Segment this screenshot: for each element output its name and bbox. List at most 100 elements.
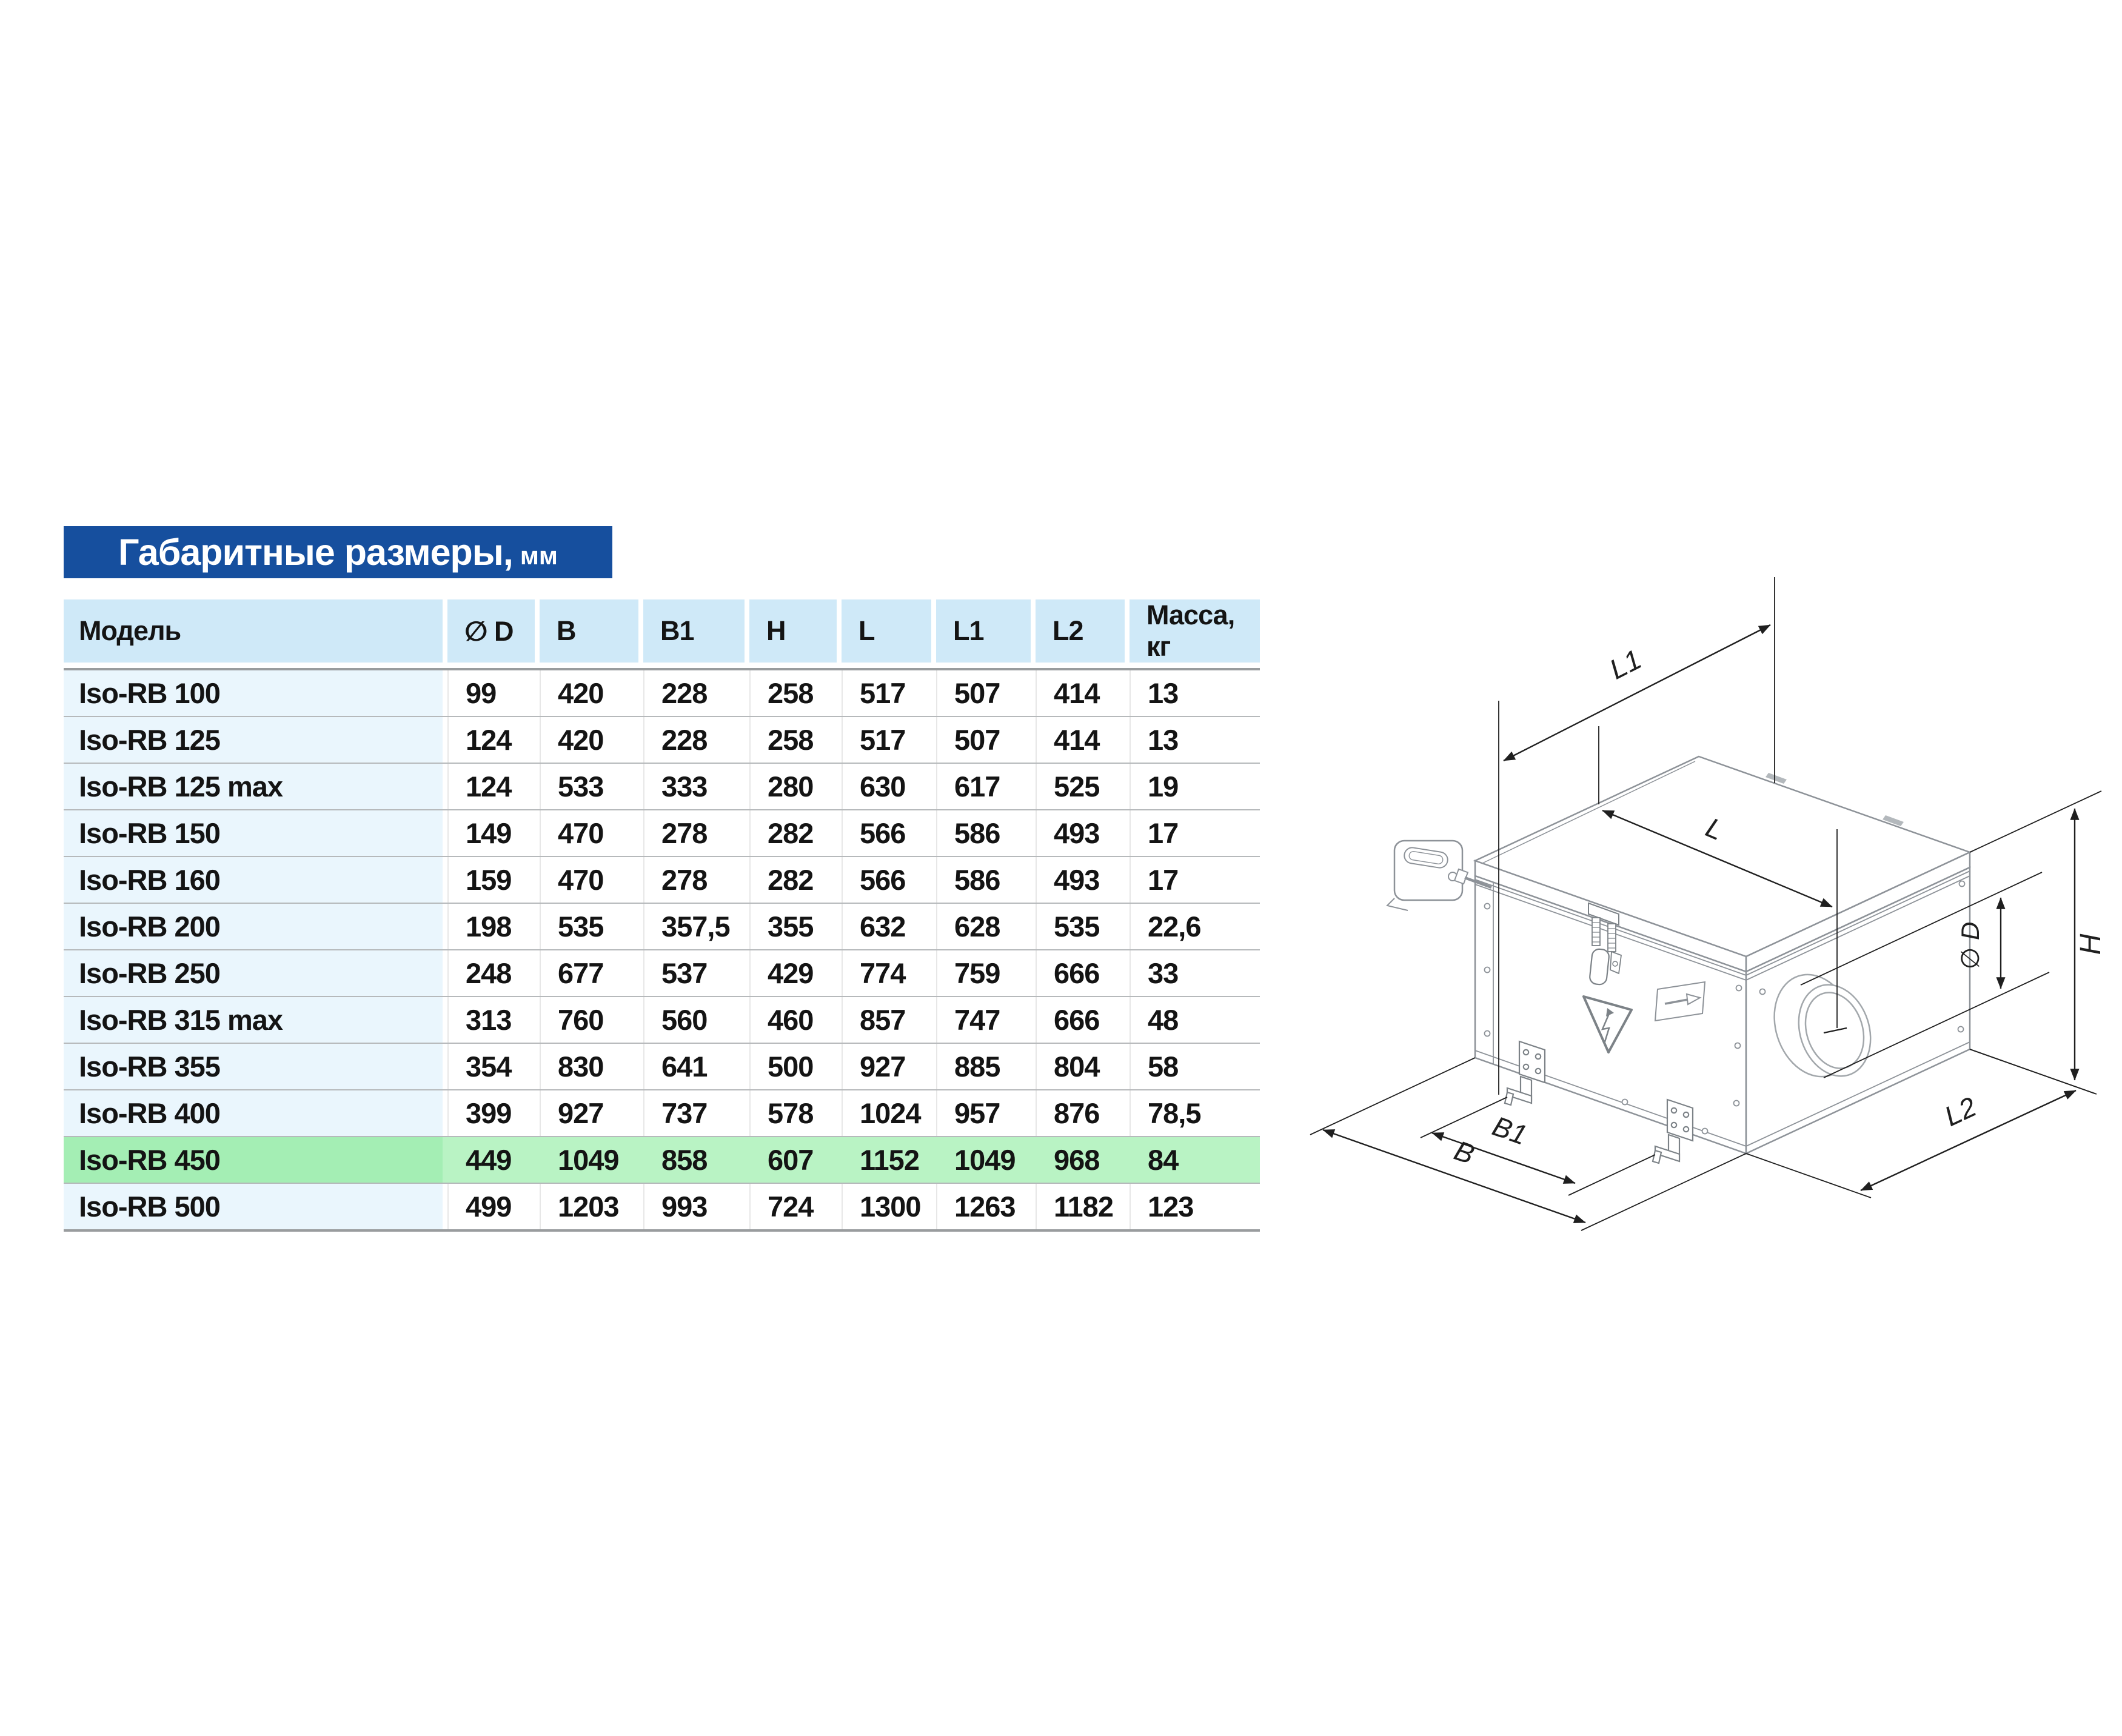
dim-label-h: H — [2075, 933, 2107, 955]
value-cell: 124 — [447, 764, 535, 809]
value-cell: 13 — [1130, 670, 1260, 716]
value-cell: 507 — [936, 717, 1031, 763]
value-cell: 724 — [749, 1184, 837, 1229]
value-cell: 357,5 — [643, 904, 745, 949]
dimension-lines — [1310, 577, 2102, 1231]
value-cell: 278 — [643, 857, 745, 903]
table-body: Iso-RB 100 99 420 228 258 517 507 414 13 Iso-RB 1… — [64, 668, 1260, 1232]
value-cell: 857 — [842, 997, 931, 1043]
mounting-bracket — [1652, 1098, 1694, 1164]
table-row: Iso-RB 160 159 470 278 282 566 586 493 17 — [64, 857, 1260, 904]
value-cell: 747 — [936, 997, 1031, 1043]
value-cell: 507 — [936, 670, 1031, 716]
table-row: Iso-RB 500 499 1203 993 724 1300 1263 1182 123 — [64, 1184, 1260, 1229]
value-cell: 628 — [936, 904, 1031, 949]
airflow-arrow-plate — [1654, 981, 1706, 1022]
model-cell: Iso-RB 450 — [64, 1137, 443, 1183]
value-cell: 470 — [540, 810, 638, 856]
value-cell: 927 — [540, 1090, 638, 1136]
value-cell: 470 — [540, 857, 638, 903]
model-cell: Iso-RB 125 max — [64, 764, 443, 809]
table-row: Iso-RB 250 248 677 537 429 774 759 666 33 — [64, 950, 1260, 997]
value-cell: 517 — [842, 670, 931, 716]
model-cell: Iso-RB 160 — [64, 857, 443, 903]
value-cell: 493 — [1036, 810, 1125, 856]
table-header-row: Модель ∅ D B B1 H L L1 L2 Масса, кг — [64, 599, 1260, 663]
value-cell: 198 — [447, 904, 535, 949]
value-cell: 414 — [1036, 670, 1125, 716]
value-cell: 804 — [1036, 1044, 1125, 1089]
value-cell: 313 — [447, 997, 535, 1043]
table-row: Iso-RB 400 399 927 737 578 1024 957 876 78,5 — [64, 1090, 1260, 1137]
power-cable — [1464, 876, 1492, 889]
value-cell: 228 — [643, 717, 745, 763]
value-cell: 282 — [749, 810, 837, 856]
value-cell: 282 — [749, 857, 837, 903]
value-cell: 278 — [643, 810, 745, 856]
value-cell: 124 — [447, 717, 535, 763]
value-cell: 399 — [447, 1090, 535, 1136]
table-row: Iso-RB 315 max 313 760 560 460 857 747 666 48 — [64, 997, 1260, 1044]
value-cell: 1049 — [558, 1144, 620, 1176]
value-cell: 333 — [643, 764, 745, 809]
model-cell: Iso-RB 355 — [64, 1044, 443, 1089]
column-header: L1 — [936, 599, 1031, 663]
value-cell: 22,6 — [1130, 904, 1260, 949]
value-cell: 420 — [540, 670, 638, 716]
model-cell: Iso-RB 250 — [64, 950, 443, 996]
lid-latch — [1588, 902, 1622, 986]
junction-box — [1386, 840, 1492, 911]
dim-label-l2: L2 — [1940, 1090, 1981, 1132]
value-cell: 33 — [1130, 950, 1260, 996]
table-row: Iso-RB 355 354 830 641 500 927 885 804 58 — [64, 1044, 1260, 1090]
value-cell: 159 — [447, 857, 535, 903]
column-header: B — [540, 599, 638, 663]
value-cell: 258 — [749, 670, 837, 716]
dim-label-d: ∅ D — [1956, 922, 1984, 970]
value-cell: 460 — [749, 997, 837, 1043]
value-cell: 1263 — [936, 1184, 1031, 1229]
value-cell: 630 — [842, 764, 931, 809]
value-cell: 84 — [1148, 1144, 1179, 1176]
model-cell: Iso-RB 315 max — [64, 997, 443, 1043]
value-cell: 566 — [842, 810, 931, 856]
value-cell: 414 — [1036, 717, 1125, 763]
value-cell: 228 — [643, 670, 745, 716]
value-cell: 525 — [1036, 764, 1125, 809]
column-header: L2 — [1036, 599, 1125, 663]
value-cell: 885 — [936, 1044, 1031, 1089]
value-cell: 760 — [540, 997, 638, 1043]
column-header: Модель — [64, 599, 443, 663]
value-cell: 535 — [540, 904, 638, 949]
value-cell: 774 — [842, 950, 931, 996]
dim-label-l1: L1 — [1604, 643, 1646, 686]
value-cell: 586 — [936, 810, 1031, 856]
value-cell: 354 — [447, 1044, 535, 1089]
section-title-unit: мм — [520, 541, 558, 570]
table-row: Iso-RB 125 max 124 533 333 280 630 617 525 19 — [64, 764, 1260, 810]
model-cell: Iso-RB 200 — [64, 904, 443, 949]
value-cell: 248 — [447, 950, 535, 996]
electric-warning-icon — [1582, 995, 1633, 1053]
section-title-bar: Габаритные размеры, мм — [64, 526, 612, 578]
value-cell: 493 — [1036, 857, 1125, 903]
value-cell: 280 — [749, 764, 837, 809]
value-cell: 19 — [1130, 764, 1260, 809]
column-header: H — [749, 599, 837, 663]
value-cell: 737 — [643, 1090, 745, 1136]
table-row: Iso-RB 200 198 535 357,5 355 632 628 535 22,6 — [64, 904, 1260, 950]
value-cell: 1049 — [954, 1144, 1016, 1176]
value-cell: 533 — [540, 764, 638, 809]
value-cell: 517 — [842, 717, 931, 763]
isometric-dimension-diagram: L1 L H ∅ D L2 B B1 — [1310, 577, 2107, 1231]
value-cell: 1300 — [842, 1184, 931, 1229]
value-cell: 632 — [842, 904, 931, 949]
value-cell: 607 — [768, 1144, 814, 1176]
value-cell: 586 — [936, 857, 1031, 903]
value-cell: 17 — [1130, 857, 1260, 903]
column-header: ∅ D — [447, 599, 535, 663]
value-cell: 58 — [1130, 1044, 1260, 1089]
value-cell: 617 — [936, 764, 1031, 809]
value-cell: 420 — [540, 717, 638, 763]
value-cell: 449 — [466, 1144, 512, 1176]
